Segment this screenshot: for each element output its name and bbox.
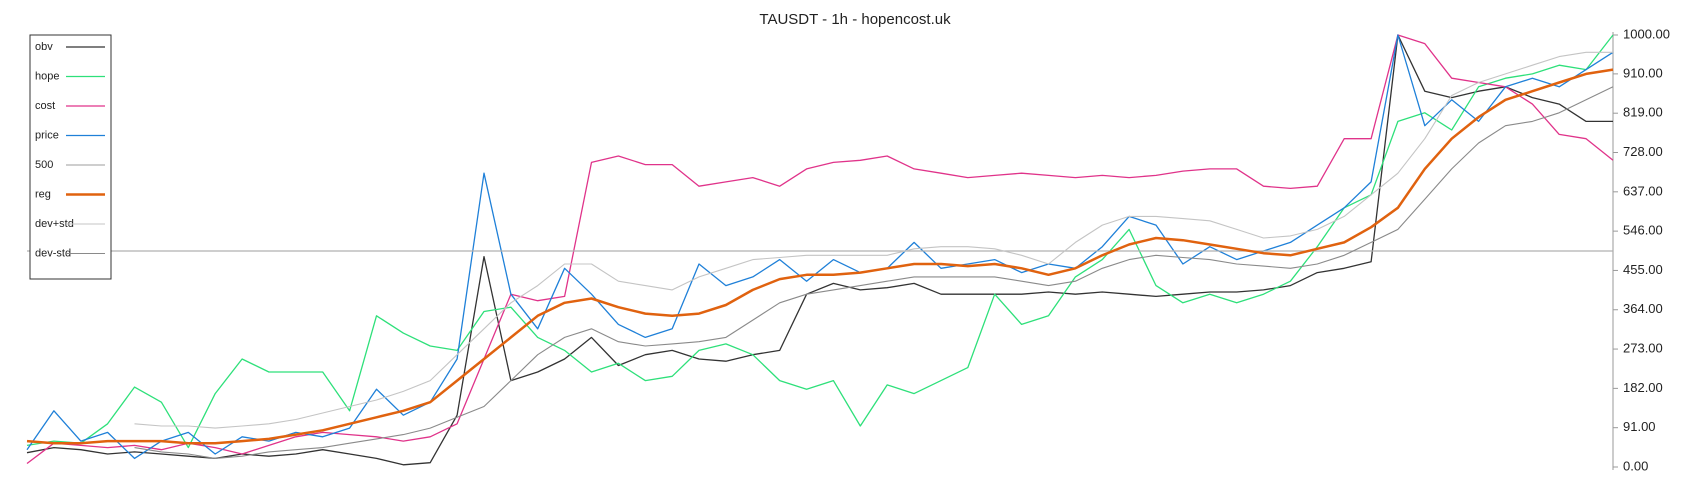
y-tick-label: 637.00 (1623, 183, 1663, 198)
series-line (26, 34, 1613, 466)
legend-label: dev-std (35, 247, 71, 259)
y-tick-label: 182.00 (1623, 380, 1663, 395)
legend-label: reg (35, 188, 51, 200)
legend: obv hope cost price 500 reg dev+std dev-std (29, 34, 112, 280)
legend-label: price (35, 129, 59, 141)
y-tick-label: 455.00 (1623, 262, 1663, 277)
y-tick-label: 546.00 (1623, 223, 1663, 238)
y-tick-label: 364.00 (1623, 301, 1663, 316)
y-tick-label: 728.00 (1623, 144, 1663, 159)
series-line (134, 51, 1613, 429)
series-line (26, 34, 1614, 460)
series-line (26, 34, 1614, 465)
legend-label: obv (35, 41, 53, 53)
y-tick-label: 0.00 (1623, 458, 1648, 473)
chart-title: TAUSDT - 1h - hopencost.uk (759, 11, 951, 28)
y-tick-label: 910.00 (1623, 65, 1663, 80)
series-line (134, 86, 1614, 459)
legend-label: 500 (35, 159, 53, 171)
series-line (26, 68, 1614, 445)
legend-label: dev+std (35, 218, 74, 230)
y-tick-label: 91.00 (1623, 419, 1656, 434)
series-line (26, 34, 1614, 449)
y-tick-label: 819.00 (1623, 105, 1663, 120)
legend-label: hope (35, 70, 59, 82)
y-tick-label: 1000.00 (1623, 26, 1670, 41)
legend-box (29, 34, 112, 280)
y-tick-label: 273.00 (1623, 341, 1663, 356)
legend-label: cost (35, 100, 55, 112)
